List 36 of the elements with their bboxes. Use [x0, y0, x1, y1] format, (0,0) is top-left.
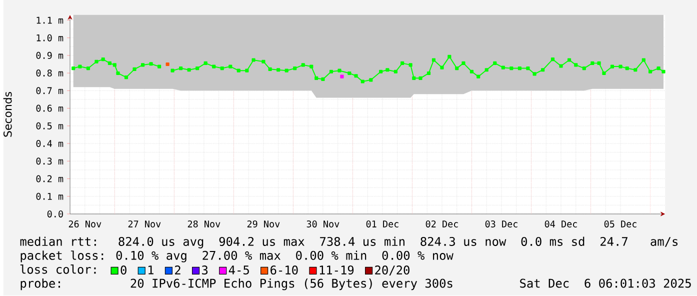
text: median rtt: 824.0 us avg 904.2 us max 738.4 us min 824.3 us now 0.0 ms sd 24.7 am/s	[20, 236, 678, 249]
legend-label: 1	[148, 266, 154, 275]
x-tick-label: 02 Dec	[426, 220, 458, 228]
x-tick-label: 05 Dec	[604, 220, 636, 228]
x-tick-label: 28 Nov	[188, 220, 220, 228]
x-tick-label: 27 Nov	[128, 220, 161, 228]
y-tick-label: 0.0	[47, 210, 63, 218]
legend-title: loss color:	[20, 264, 96, 274]
y-tick-label: 0.6 m	[36, 104, 64, 112]
text: packet loss: 0.10 % avg 27.00 % max 0.00 % min 0.00 % now	[20, 250, 454, 263]
text: Sat Dec 6 06:01:03 2025	[520, 278, 691, 288]
x-tick-label: 26 Nov	[68, 220, 102, 228]
legend-label: 20/20	[375, 266, 410, 276]
y-tick-label: 1.1 m	[36, 17, 64, 24]
x-tick-label: 03 Dec	[485, 220, 518, 228]
legend-label: 3	[202, 266, 208, 275]
legend-label: 0	[120, 266, 126, 275]
y-tick-label: 0.8 m	[36, 70, 64, 77]
y-tick-label: 1.0 m	[36, 34, 64, 42]
y-tick-label: 0.1 m	[36, 193, 64, 200]
y-tick-label: 0.3 m	[36, 158, 64, 165]
x-tick-label: 01 Dec	[366, 220, 398, 228]
y-tick-label: 0.5 m	[36, 122, 64, 130]
x-tick-label: 30 Nov	[306, 220, 340, 228]
y-tick-label: 0.4 m	[36, 140, 64, 148]
x-tick-label: 04 Dec	[544, 220, 577, 228]
y-axis-title: Seconds	[3, 92, 12, 137]
y-tick-label: 0.7 m	[36, 87, 64, 94]
legend-label: 6-10	[270, 266, 298, 275]
legend-label: 4-5	[228, 266, 249, 275]
y-tick-label: 0.9 m	[36, 52, 64, 60]
text: probe: 20 IPv6-ICMP Echo Pings (56 Bytes) every 300s	[20, 278, 452, 290]
legend-label: 11-19	[320, 266, 354, 275]
x-tick-label: 29 Nov	[247, 220, 280, 228]
y-tick-label: 0.2 m	[36, 175, 64, 182]
legend-label: 2	[175, 266, 180, 275]
